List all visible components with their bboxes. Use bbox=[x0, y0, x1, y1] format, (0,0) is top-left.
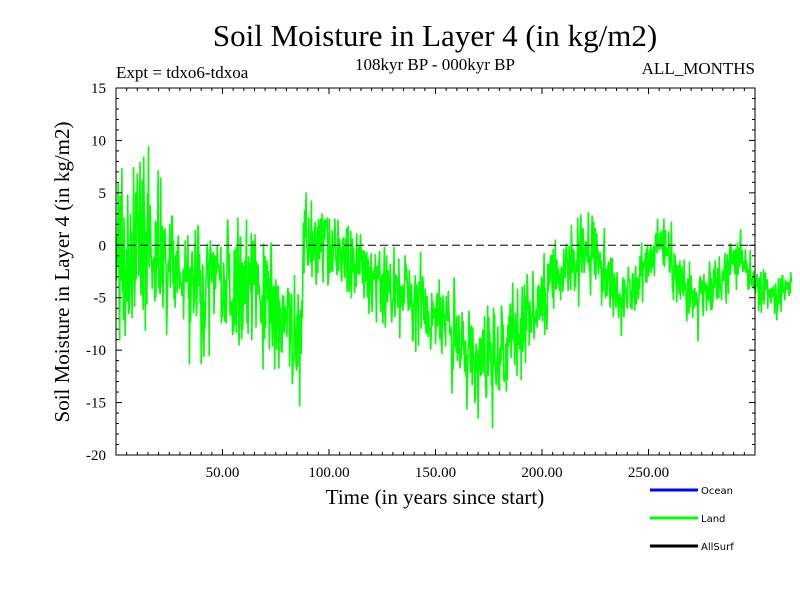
x-tick-label: 50.00 bbox=[206, 465, 240, 481]
axes-layer: 15 10 5 0 -5 -10 -15 -20 50.00 100.00 150.00 200.00… bbox=[86, 81, 755, 481]
x-tick-label: 200.00 bbox=[521, 465, 562, 481]
series-layer bbox=[115, 145, 793, 429]
legend: Ocean Land AllSurf bbox=[650, 486, 734, 553]
legend-label-land: Land bbox=[701, 514, 725, 525]
legend-label-allsurf: AllSurf bbox=[701, 542, 734, 553]
y-tick-label: -10 bbox=[86, 343, 106, 359]
y-axis-label: Soil Moisture in Layer 4 (in kg/m2) bbox=[50, 122, 74, 423]
chart-subtitle: 108kyr BP - 000kyr BP bbox=[355, 55, 515, 74]
x-axis-label: Time (in years since start) bbox=[326, 485, 545, 509]
x-tick-label: 100.00 bbox=[308, 465, 349, 481]
experiment-label: Expt = tdxo6-tdxoa bbox=[116, 63, 249, 82]
legend-label-ocean: Ocean bbox=[701, 486, 733, 497]
y-tick-label: 5 bbox=[99, 186, 107, 202]
y-tick-label: -15 bbox=[86, 396, 106, 412]
months-label: ALL_MONTHS bbox=[642, 59, 755, 78]
y-tick-label: 15 bbox=[91, 81, 106, 97]
y-tick-label: -5 bbox=[94, 291, 107, 307]
y-tick-label: 0 bbox=[99, 238, 107, 254]
y-tick-label: -20 bbox=[86, 448, 106, 464]
series-line-land bbox=[115, 145, 793, 429]
x-tick-label: 150.00 bbox=[415, 465, 456, 481]
chart-title: Soil Moisture in Layer 4 (in kg/m2) bbox=[213, 18, 657, 53]
y-tick-label: 10 bbox=[91, 133, 106, 149]
x-tick-label: 250.00 bbox=[628, 465, 669, 481]
